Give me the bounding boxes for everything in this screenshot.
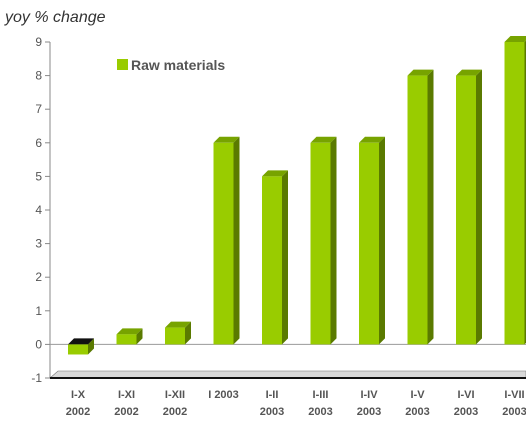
bar-top [68,338,94,345]
x-tick-label-year: 2003 [502,406,526,418]
y-axis-title: yoy % change [4,9,106,26]
x-tick-label: I-VI [457,389,474,401]
bar-top [359,136,385,143]
y-tick-label: 3 [35,237,42,251]
bar-side [330,136,337,345]
bar [456,69,482,345]
x-tick-label: I-II [266,389,279,401]
bar-front [504,42,525,345]
x-tick-label-year: 2002 [114,406,138,418]
x-tick-label: I-X [71,389,86,401]
x-tick-label-year: 2002 [66,406,90,418]
y-tick-label: 7 [35,102,42,116]
bar-top [504,36,526,42]
legend-label: Raw materials [131,57,225,73]
bar [262,170,288,345]
x-tick-label: I-VII [504,389,524,401]
x-axis: I-X 2002 I-XI 2002 I-XII 2002 I 2003 I-II 2003 I-… [66,389,526,418]
y-tick-label: 0 [35,337,42,351]
x-tick-label-year: 2003 [357,406,381,418]
x-tick-label: I-IV [360,389,378,401]
y-tick-label: 1 [35,304,42,318]
x-tick-label: I 2003 [208,389,239,401]
bar-side [427,69,434,345]
bar-side [233,136,240,345]
bar-top [165,321,191,328]
bar-side [136,328,143,345]
x-tick-label: I-XII [165,389,185,401]
bar [165,321,191,345]
floor-plane [49,370,526,379]
legend-swatch [117,59,128,70]
bar-front [165,327,185,345]
x-tick-label: I-V [410,389,425,401]
bar-front [407,75,428,345]
bar-side [282,170,288,345]
bar [504,36,526,345]
y-tick-label: 5 [35,169,42,183]
bars [68,36,526,355]
bar-top [262,170,288,177]
bar-front [359,142,379,345]
bar [359,136,385,345]
bar-side [185,321,191,345]
x-tick-label-year: 2003 [260,406,284,418]
legend: Raw materials [117,57,225,73]
y-tick-label: 4 [35,203,42,217]
x-tick-label-year: 2003 [308,406,332,418]
x-tick-label: I-III [313,389,329,401]
y-axis: -1 0 1 2 3 4 5 6 7 8 9 [31,35,51,385]
bar [310,136,337,345]
x-tick-label-year: 2003 [405,406,429,418]
bar [68,338,94,355]
y-tick-label: 2 [35,270,42,284]
y-tick-label: 6 [35,136,42,150]
bar-front [68,344,88,355]
y-tick-label: -1 [31,371,42,385]
bar [407,69,434,345]
bar-side [88,338,94,355]
bar-front [262,176,282,345]
bar-front [213,142,234,345]
bar-side [379,136,385,345]
bar [213,136,240,345]
bar-front [456,75,476,345]
x-tick-label-year: 2003 [454,406,478,418]
bar-top [116,328,143,335]
y-tick-label: 9 [35,35,42,49]
bar [116,328,143,345]
bar-side [476,69,482,345]
bar-top [407,69,434,76]
bar-front [310,142,331,345]
y-tick-label: 8 [35,69,42,83]
bar-top [456,69,482,76]
chart-floor [49,343,526,379]
bar-top [310,136,337,143]
bar-top [213,136,240,143]
x-tick-label-year: 2002 [163,406,187,418]
bar-front [116,334,137,345]
x-tick-label: I-XI [118,389,135,401]
